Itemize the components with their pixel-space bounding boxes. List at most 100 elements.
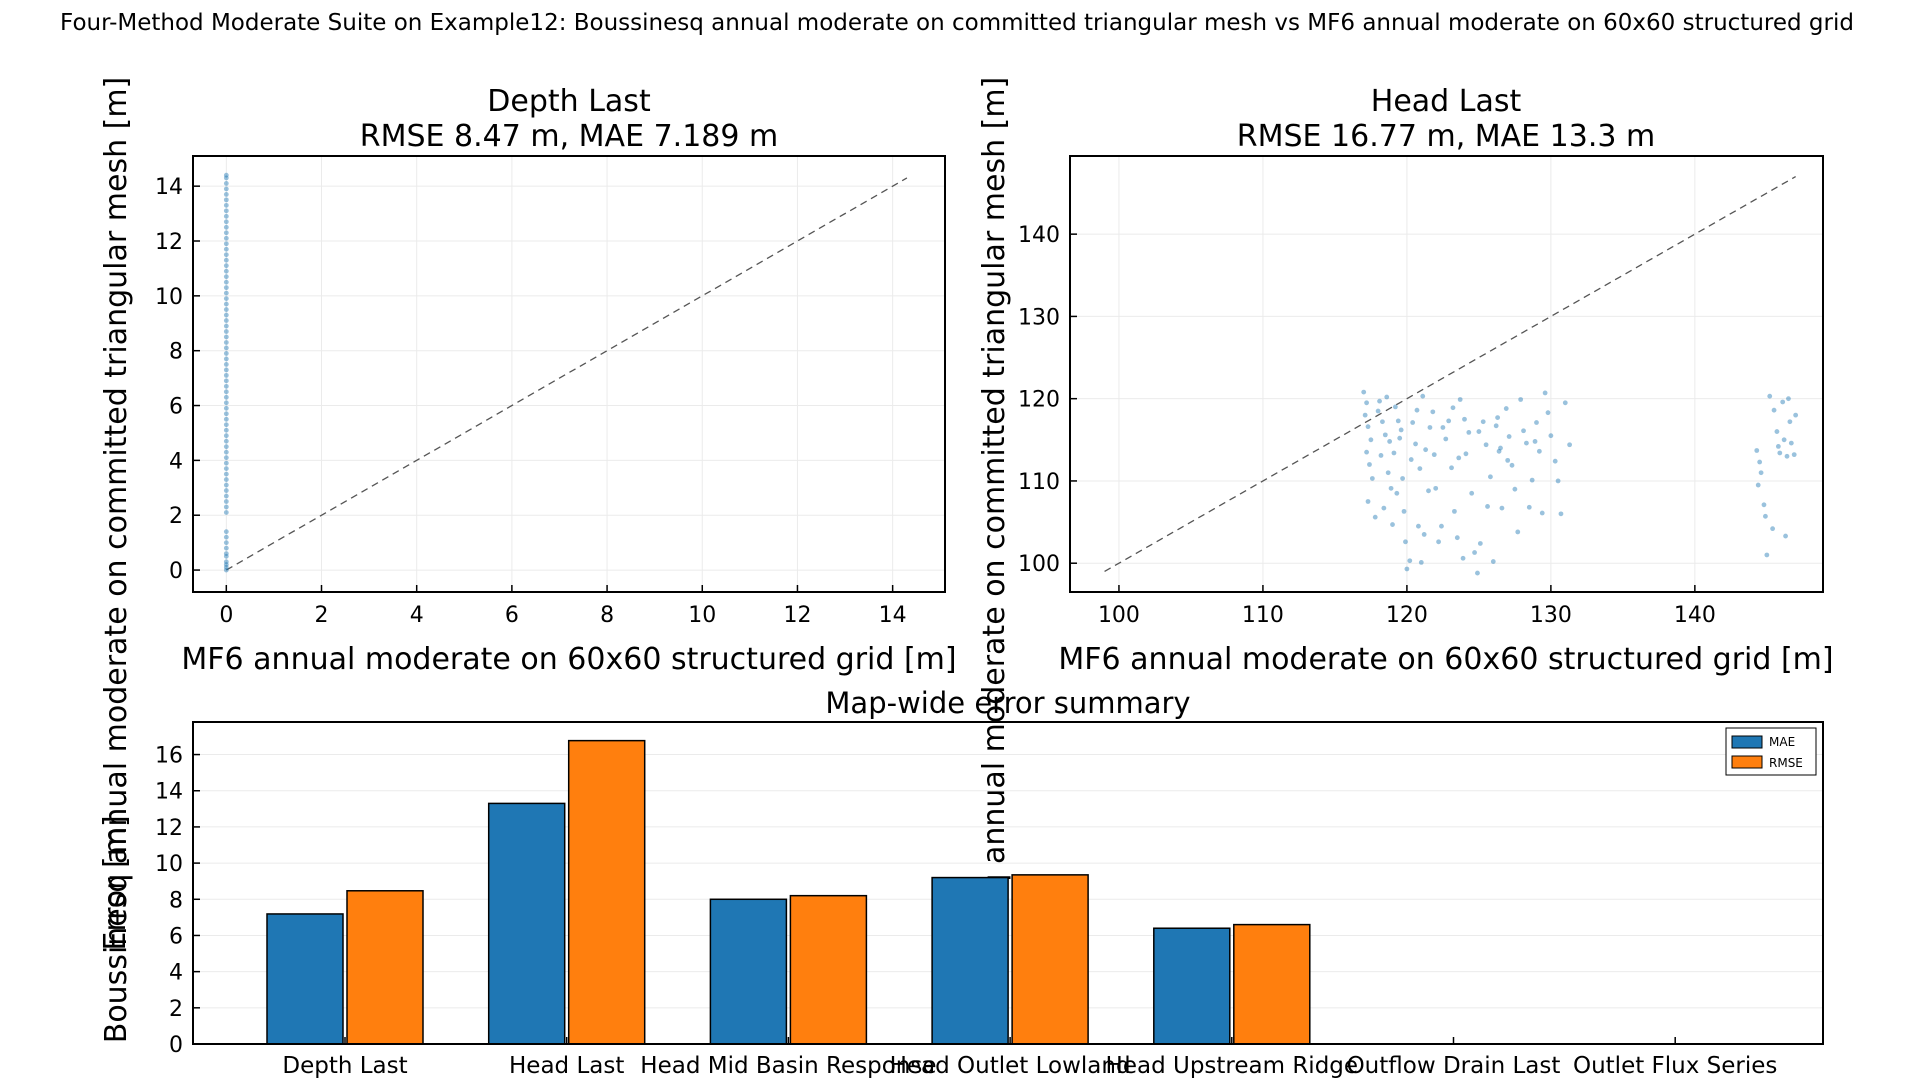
head-data-point: [1439, 523, 1444, 529]
error-summary-y-tick-label: 14: [155, 780, 183, 805]
head-data-point: [1365, 424, 1371, 430]
depth-y-tick-label: 10: [155, 285, 183, 310]
head-data-point: [1414, 407, 1420, 413]
error-summary-bar-mae: [931, 876, 1009, 1045]
depth-data-point: [223, 416, 229, 422]
error-summary-bar-rmse: [346, 890, 424, 1045]
depth-data-point: [223, 422, 229, 428]
head-data-point: [1408, 457, 1414, 462]
depth-last-axes-frame: [192, 155, 946, 593]
head-data-point: [1431, 452, 1437, 458]
depth-data-point: [223, 534, 229, 540]
depth-data-point: [223, 504, 229, 510]
depth-data-point: [223, 427, 229, 433]
error-summary-category-label: Outlet Flux Series: [1573, 1053, 1777, 1079]
depth-data-point: [223, 367, 229, 373]
head-data-point: [1420, 393, 1426, 399]
depth-data-point: [223, 449, 229, 455]
error-summary-ticks: 0 2 4 6 8 10 12 14 16 Depth Last Head Last Head Mid…: [155, 744, 1777, 1079]
head-data-point: [1387, 439, 1393, 444]
head-y-tick-label: 120: [1018, 388, 1060, 413]
head-last-gridlines: [1070, 156, 1823, 592]
depth-data-point: [223, 493, 229, 499]
depth-data-point: [223, 559, 229, 565]
depth-data-point: [223, 334, 229, 340]
depth-data-point: [223, 567, 229, 573]
depth-data-point: [223, 172, 229, 178]
depth-data-point: [223, 274, 229, 280]
depth-data-point: [223, 301, 229, 307]
figure-suptitle: Four-Method Moderate Suite on Example12:…: [60, 10, 1854, 36]
depth-y-tick-label: 0: [169, 559, 183, 584]
depth-last-subtitle: RMSE 8.47 m, MAE 7.189 m: [360, 119, 778, 154]
head-data-point: [1526, 504, 1532, 510]
head-last-axes-frame: [1069, 155, 1824, 593]
head-data-point: [1404, 566, 1410, 572]
head-data-point: [1757, 459, 1763, 465]
head-data-point: [1433, 485, 1439, 491]
head-data-point: [1774, 429, 1780, 434]
head-x-tick-label: 100: [1098, 603, 1140, 628]
error-summary-category-label: Head Upstream Ridge: [1106, 1053, 1359, 1079]
error-summary-bar-rmse: [1011, 874, 1089, 1045]
head-data-point: [1401, 508, 1407, 514]
head-data-point: [1460, 555, 1466, 561]
depth-y-tick-label: 8: [169, 340, 183, 365]
head-data-point: [1787, 419, 1793, 425]
depth-data-point: [223, 553, 229, 559]
head-data-point: [1381, 505, 1387, 511]
head-data-point: [1791, 452, 1797, 458]
head-data-point: [1534, 420, 1539, 425]
head-last-title: Head Last: [1371, 84, 1522, 119]
head-data-point: [1394, 490, 1400, 496]
depth-data-point: [223, 279, 229, 285]
depth-data-point: [223, 362, 229, 367]
depth-data-point: [223, 263, 229, 269]
head-data-point: [1781, 437, 1787, 443]
error-summary-ylabel: Error [m]: [98, 815, 133, 950]
head-data-point: [1365, 499, 1371, 504]
head-data-point: [1524, 440, 1529, 446]
error-summary-y-tick-label: 0: [169, 1033, 183, 1058]
depth-data-point: [223, 351, 229, 356]
error-summary-bar-mae: [487, 802, 566, 1045]
depth-data-point: [223, 389, 229, 395]
error-summary-y-tick-label: 8: [169, 888, 183, 913]
legend-rmse-label: RMSE: [1769, 756, 1803, 770]
depth-data-point: [223, 477, 229, 482]
head-data-point: [1368, 437, 1374, 443]
head-data-point: [1495, 415, 1501, 420]
depth-last-reference-line: [225, 177, 908, 571]
head-data-point: [1477, 541, 1483, 546]
depth-x-tick-label: 12: [783, 603, 811, 628]
head-data-point: [1462, 416, 1467, 422]
depth-y-tick-label: 4: [169, 449, 183, 474]
depth-y-tick-label: 2: [169, 504, 183, 529]
head-data-point: [1416, 523, 1421, 529]
depth-last-title: Depth Last: [487, 84, 651, 119]
depth-last-gridlines: [193, 156, 945, 592]
head-data-point: [1788, 440, 1794, 446]
legend-rmse-swatch: [1731, 755, 1763, 769]
error-summary-title: Map-wide error summary: [825, 686, 1190, 720]
legend-mae-label: MAE: [1769, 735, 1795, 749]
head-data-point: [1378, 453, 1384, 458]
head-data-point: [1436, 539, 1441, 545]
head-data-point: [1384, 394, 1390, 400]
head-data-point: [1395, 418, 1401, 424]
depth-data-point: [223, 482, 229, 488]
head-data-point: [1397, 435, 1403, 441]
error-summary-y-tick-label: 12: [155, 816, 183, 841]
depth-data-point: [223, 257, 229, 263]
head-data-point: [1457, 397, 1463, 402]
head-data-point: [1407, 558, 1413, 564]
depth-data-point: [223, 296, 229, 301]
error-summary-panel: Map-wide error summary 0 2 4 6 8 10 12 14 16 Dept…: [98, 686, 1824, 1079]
depth-data-point: [223, 290, 229, 296]
depth-x-tick-label: 10: [688, 603, 716, 628]
head-data-point: [1555, 478, 1561, 484]
depth-data-point: [223, 488, 229, 493]
depth-last-ylabel: Boussinesq annual moderate on committed …: [99, 77, 134, 1044]
depth-data-point: [223, 372, 229, 378]
head-data-point: [1398, 427, 1404, 433]
